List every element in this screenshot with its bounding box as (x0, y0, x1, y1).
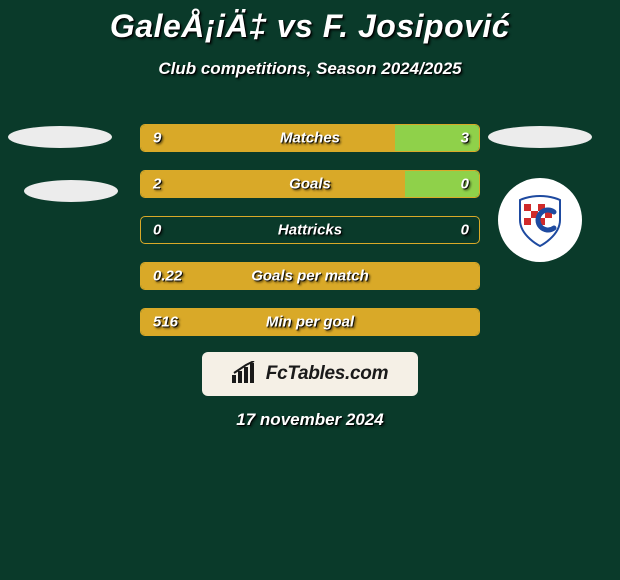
fctables-text: FcTables.com (266, 363, 388, 385)
stat-value-left: 516 (153, 314, 178, 331)
page-title: GaleÅ¡iÄ‡ vs F. Josipović (0, 0, 620, 45)
stat-row: 2 0 Goals (140, 170, 480, 198)
stat-row: 0.22 Goals per match (140, 262, 480, 290)
stat-value-right: 0 (461, 176, 469, 193)
stat-fill-left (141, 171, 405, 197)
right-avatar-placeholder (488, 126, 592, 148)
left-avatar-placeholder (24, 180, 118, 202)
stat-label: Hattricks (278, 222, 342, 239)
stat-value-right: 0 (461, 222, 469, 239)
stat-value-left: 0 (153, 222, 161, 239)
stat-label: Min per goal (266, 314, 354, 331)
subtitle: Club competitions, Season 2024/2025 (0, 59, 620, 79)
stat-label: Matches (280, 130, 340, 147)
left-avatar-placeholder (8, 126, 112, 148)
stat-value-left: 2 (153, 176, 161, 193)
chart-icon (232, 361, 260, 388)
stat-row: 9 3 Matches (140, 124, 480, 152)
stats-panel: 9 3 Matches 2 0 Goals 0 0 Hattricks 0.22 Goals per… (140, 124, 480, 354)
stat-label: Goals per match (251, 268, 369, 285)
fctables-attribution: FcTables.com (202, 352, 418, 396)
stat-value-right: 3 (461, 130, 469, 147)
snapshot-date: 17 november 2024 (236, 410, 383, 430)
stat-row: 0 0 Hattricks (140, 216, 480, 244)
stat-fill-left (141, 125, 395, 151)
club-badge-right (498, 178, 582, 262)
stat-value-left: 0.22 (153, 268, 182, 285)
stat-label: Goals (289, 176, 331, 193)
stat-value-left: 9 (153, 130, 161, 147)
stat-row: 516 Min per goal (140, 308, 480, 336)
